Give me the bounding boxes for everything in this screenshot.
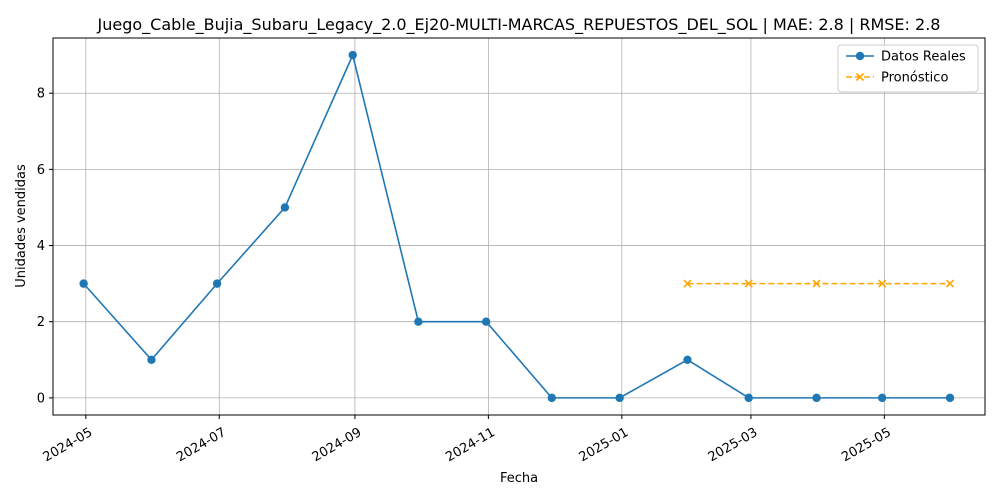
legend-marker	[855, 72, 865, 82]
x-tick-label: 2024-11	[443, 425, 498, 465]
x-tick-label: 2024-09	[310, 425, 365, 465]
data-point	[547, 393, 557, 403]
data-point	[945, 279, 955, 288]
series-line	[83, 52, 950, 399]
grid	[53, 38, 985, 415]
data-point	[280, 203, 290, 212]
data-point	[79, 279, 88, 288]
data-point	[683, 355, 692, 364]
y-tick-label: 6	[37, 163, 45, 178]
data-point	[812, 279, 821, 288]
x-axis-label: Fecha	[500, 471, 538, 486]
y-tick-label: 8	[37, 87, 45, 102]
x-tick-label: 2025-05	[839, 425, 894, 465]
plot-area-frame	[52, 37, 986, 416]
data-point	[212, 279, 222, 288]
data-point	[744, 393, 753, 403]
plot-series	[79, 50, 955, 403]
data-point	[615, 393, 624, 403]
y-axis-label: Unidades vendidas	[14, 164, 29, 288]
legend-label: Datos Reales	[881, 50, 966, 65]
x-axis: 2024-05 2024-07 2024-09 2024-11 2025-01 2025-…	[41, 415, 894, 465]
data-point	[877, 393, 887, 403]
data-point	[414, 317, 423, 326]
legend-marker	[855, 51, 865, 61]
data-point	[683, 279, 692, 288]
x-tick-label: 2025-01	[577, 425, 632, 465]
legend: Datos Reales Pronóstico	[837, 44, 979, 93]
y-tick-label: 2	[37, 315, 45, 330]
y-tick-label: 0	[37, 391, 45, 406]
y-axis: 0 2 4 6 8	[37, 87, 53, 406]
data-point	[348, 50, 357, 60]
data-point	[878, 279, 887, 288]
x-tick-label: 2024-05	[41, 425, 96, 465]
series-1	[683, 279, 955, 288]
data-point	[945, 393, 955, 403]
data-point	[744, 279, 753, 288]
data-point	[481, 317, 491, 326]
x-tick-label: 2025-03	[706, 425, 761, 465]
legend-label: Pronóstico	[881, 71, 948, 86]
data-point	[147, 355, 156, 364]
data-point	[812, 393, 821, 403]
chart-title: Juego_Cable_Bujia_Subaru_Legacy_2.0_Ej20…	[97, 15, 941, 35]
series-0	[79, 50, 955, 403]
x-tick-label: 2024-07	[174, 425, 229, 465]
y-tick-label: 4	[37, 239, 45, 254]
